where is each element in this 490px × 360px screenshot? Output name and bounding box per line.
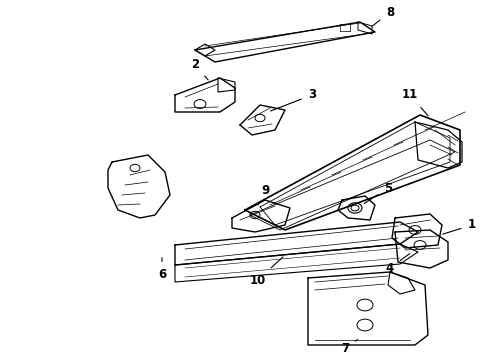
Text: 9: 9 bbox=[258, 184, 269, 205]
Text: 8: 8 bbox=[372, 5, 394, 26]
Text: 10: 10 bbox=[250, 257, 283, 287]
Text: 11: 11 bbox=[402, 89, 428, 116]
Text: 5: 5 bbox=[365, 181, 392, 203]
Text: 4: 4 bbox=[386, 254, 410, 274]
Text: 7: 7 bbox=[341, 339, 358, 355]
Text: 6: 6 bbox=[158, 258, 166, 282]
Text: 2: 2 bbox=[191, 58, 208, 80]
Text: 3: 3 bbox=[270, 89, 316, 111]
Text: 1: 1 bbox=[442, 219, 476, 234]
